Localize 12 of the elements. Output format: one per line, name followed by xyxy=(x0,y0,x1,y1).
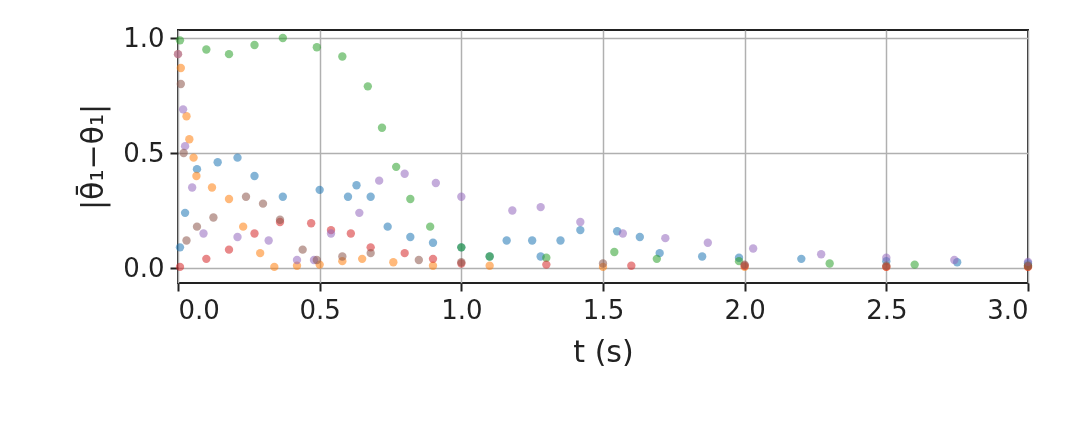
y-tick-label: 1.0 xyxy=(123,22,165,53)
x-tick-label: 0.0 xyxy=(178,294,220,325)
x-tick-label: 1.0 xyxy=(441,294,483,325)
x-tick-label: 3.0 xyxy=(987,294,1029,325)
x-tick-label: 1.5 xyxy=(582,294,625,325)
y-axis-title: |θ̄₁−θ₁| xyxy=(74,103,112,211)
x-tick-label: 0.5 xyxy=(299,294,341,325)
y-tick-label: 0.5 xyxy=(123,137,165,168)
x-tick-label: 2.5 xyxy=(866,294,908,325)
x-axis-title: t (s) xyxy=(573,333,634,369)
x-tick-label: 2.0 xyxy=(724,294,766,325)
y-tick-label: 0.0 xyxy=(123,252,165,283)
